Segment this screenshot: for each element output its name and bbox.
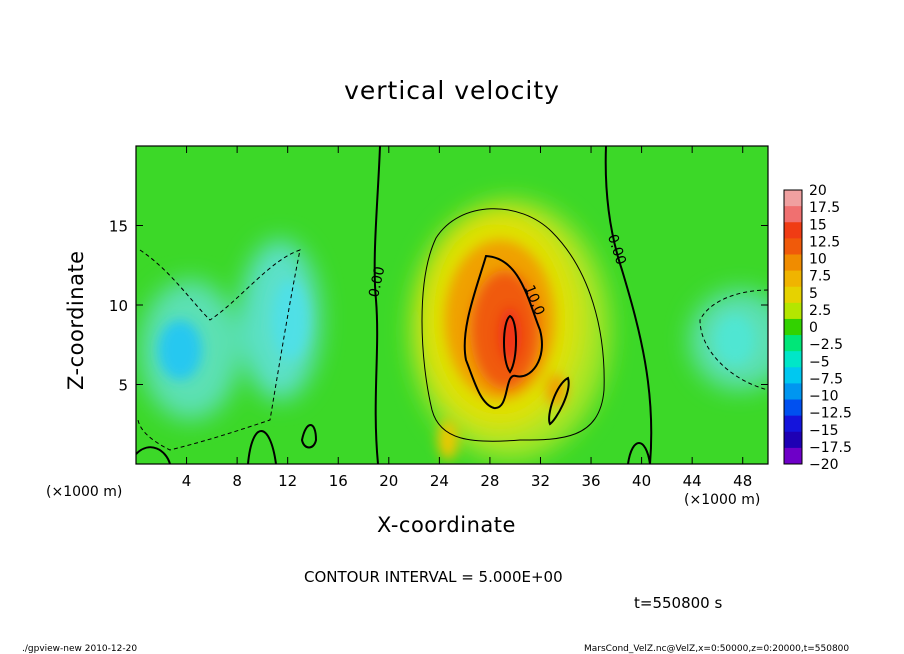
neg-contour-right bbox=[699, 289, 768, 391]
y-axis-ticks: 5 10 15 bbox=[109, 218, 768, 395]
downdraft-right-core bbox=[715, 315, 755, 365]
colorbar-swatch bbox=[784, 222, 802, 239]
colorbar-label: 2.5 bbox=[809, 303, 831, 319]
x-tick-label: 12 bbox=[278, 472, 297, 490]
x-tick-label: 48 bbox=[733, 472, 752, 490]
colorbar-swatch bbox=[784, 399, 802, 417]
contour-15 bbox=[503, 314, 517, 374]
footer-left: ./gpview-new 2010-12-20 bbox=[22, 644, 138, 654]
x-tick-label: 36 bbox=[581, 472, 600, 490]
updraft-low-cell bbox=[438, 420, 458, 460]
x-unit-label-left: (×1000 m) bbox=[46, 484, 123, 500]
colorbar-label: −15 bbox=[809, 423, 839, 439]
neg-contour-left bbox=[137, 249, 301, 451]
x-tick-label: 24 bbox=[430, 472, 449, 490]
x-axis-label: X-coordinate bbox=[377, 513, 516, 537]
zero-contour-bottom-2 bbox=[247, 430, 277, 464]
footer-right: MarsCond_VelZ.nc@VelZ,x=0:50000,z=0:2000… bbox=[584, 644, 850, 654]
colorbar-swatch bbox=[784, 206, 802, 223]
colorbar-swatch bbox=[784, 447, 802, 465]
colorbar-swatch bbox=[784, 318, 802, 336]
colorbar-label: −10 bbox=[809, 389, 839, 405]
colorbar-swatch bbox=[784, 238, 802, 255]
contour-10-side bbox=[548, 376, 570, 426]
zero-contour-left bbox=[373, 146, 381, 464]
x-tick-label: 4 bbox=[182, 472, 192, 490]
contour-10 bbox=[463, 254, 543, 409]
contour-interval-text: CONTOUR INTERVAL = 5.000E+00 bbox=[304, 568, 563, 586]
x-tick-label: 28 bbox=[480, 472, 499, 490]
zero-contour-bottom-3 bbox=[627, 442, 651, 464]
heatmap-field bbox=[136, 146, 768, 464]
colorbar-swatch bbox=[784, 270, 802, 288]
colorbar-label: −5 bbox=[809, 354, 830, 370]
x-tick-label: 20 bbox=[379, 472, 398, 490]
x-tick-label: 32 bbox=[531, 472, 550, 490]
colorbar-label: 15 bbox=[809, 217, 827, 233]
colorbar-swatch bbox=[784, 286, 802, 304]
y-tick-label: 5 bbox=[118, 377, 128, 395]
downdraft-center-core bbox=[272, 280, 308, 360]
colorbar-label: −12.5 bbox=[809, 406, 852, 422]
y-tick-label: 15 bbox=[109, 218, 128, 236]
zero-contour-blob bbox=[300, 424, 318, 449]
colorbar-label: −17.5 bbox=[809, 440, 852, 456]
colorbar-swatch bbox=[784, 415, 802, 433]
x-axis-ticks: 4 8 12 16 20 24 28 32 36 40 44 48 bbox=[182, 146, 752, 490]
contour-5 bbox=[421, 208, 605, 442]
colorbar-label: −7.5 bbox=[809, 371, 843, 387]
colorbar-label: −20 bbox=[809, 457, 839, 473]
time-label: t=550800 s bbox=[634, 594, 723, 612]
x-tick-label: 8 bbox=[232, 472, 242, 490]
zero-contour-bottom-1 bbox=[136, 446, 171, 464]
colorbar-label: −2.5 bbox=[809, 337, 843, 353]
colorbar-label: 20 bbox=[809, 183, 827, 199]
updraft-side-cell bbox=[546, 374, 566, 406]
colorbar-label: 7.5 bbox=[809, 269, 831, 285]
colorbar-swatch bbox=[784, 367, 802, 384]
zero-contour-right bbox=[604, 146, 653, 464]
y-tick-label: 10 bbox=[109, 297, 128, 315]
colorbar-swatch bbox=[784, 351, 802, 368]
x-tick-label: 40 bbox=[632, 472, 651, 490]
colorbar-frame bbox=[783, 189, 803, 465]
contour-label: 0.00 bbox=[366, 265, 388, 299]
colorbar-label: 5 bbox=[809, 286, 818, 302]
x-unit-label-right: (×1000 m) bbox=[684, 492, 761, 508]
y-axis-label: Z-coordinate bbox=[64, 250, 88, 390]
downdraft-left-core bbox=[158, 320, 202, 380]
colorbar-swatch bbox=[784, 190, 802, 207]
colorbar-label: 12.5 bbox=[809, 234, 840, 250]
colorbar-label: 10 bbox=[809, 252, 827, 268]
colorbar-label: 0 bbox=[809, 320, 818, 336]
contours bbox=[136, 146, 768, 464]
x-tick-label: 44 bbox=[683, 472, 702, 490]
colorbar-label: 17.5 bbox=[809, 200, 840, 216]
chart-title: vertical velocity bbox=[344, 76, 560, 105]
colorbar-swatch bbox=[784, 383, 802, 401]
colorbar-swatch bbox=[784, 254, 802, 272]
x-tick-label: 16 bbox=[329, 472, 348, 490]
colorbar-swatch bbox=[784, 302, 802, 320]
colorbar-swatch bbox=[784, 335, 802, 352]
colorbar-swatch bbox=[784, 431, 802, 449]
